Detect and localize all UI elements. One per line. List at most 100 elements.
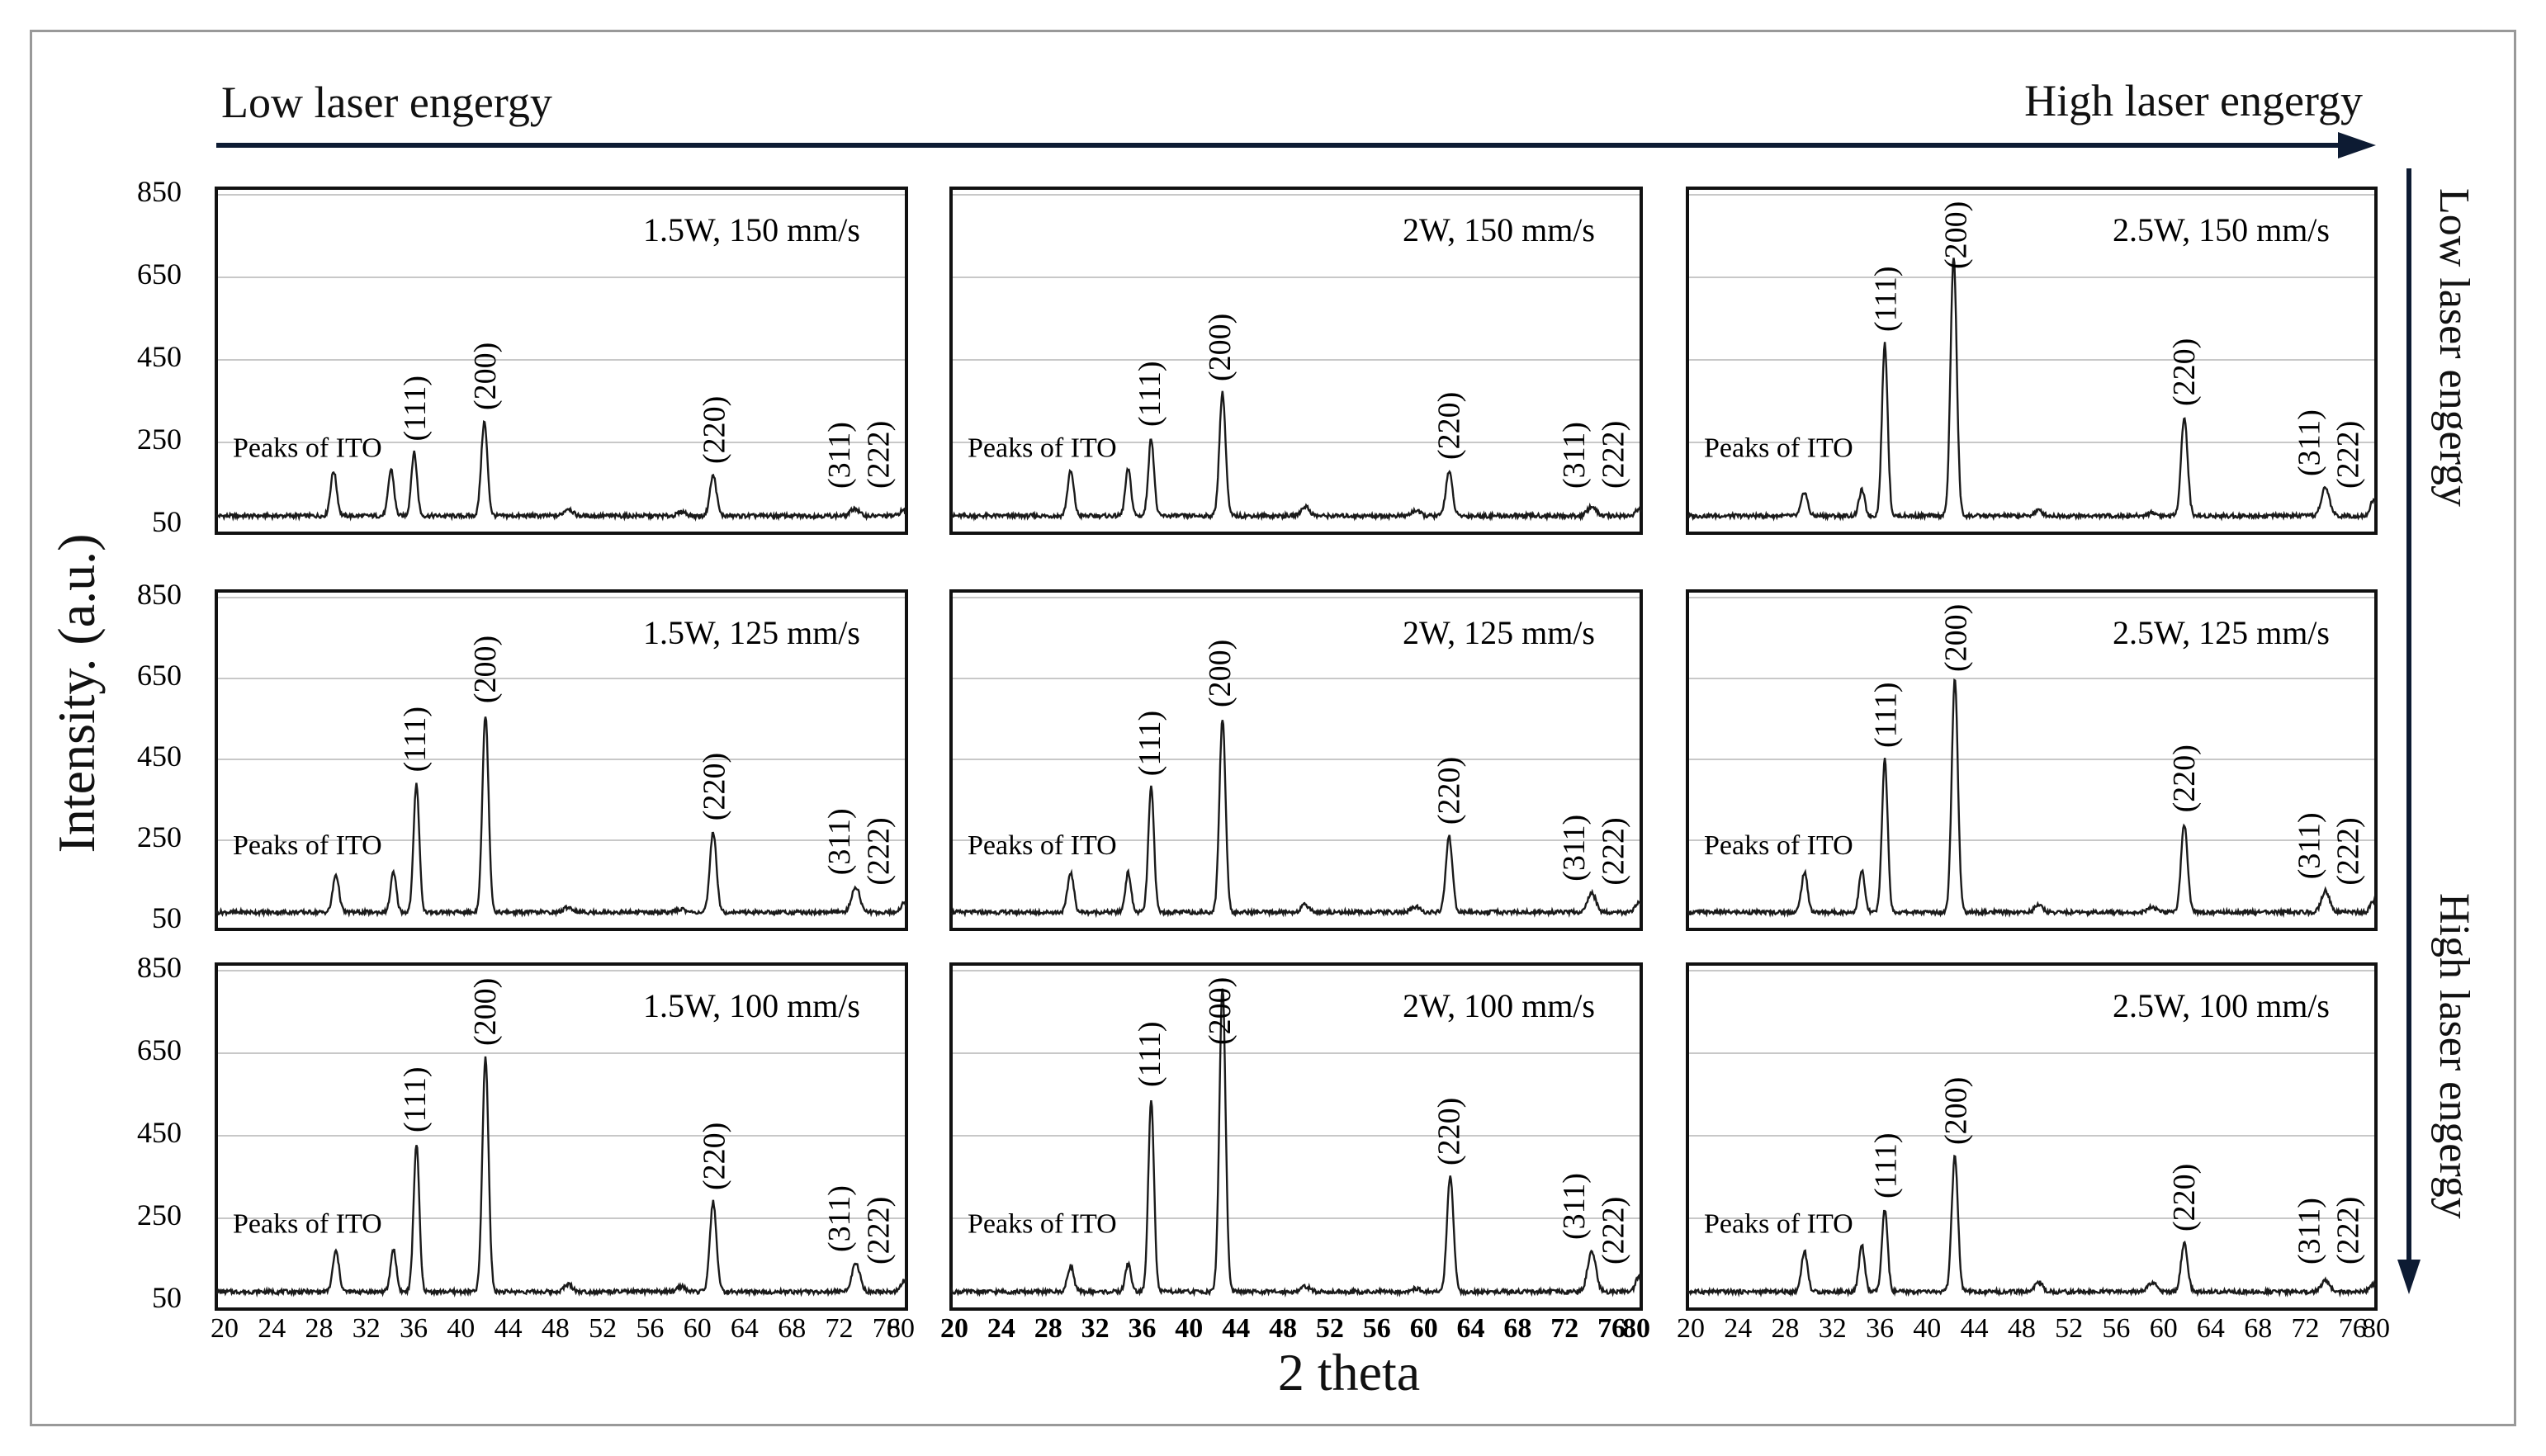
x-tick: 40 — [1913, 1313, 1941, 1344]
x-tick: 64 — [2197, 1313, 2225, 1344]
figure-frame — [30, 30, 2516, 1426]
annotation-hkl-label: (311) — [2292, 812, 2326, 879]
x-tick: 32 — [1081, 1313, 1110, 1344]
y-tick: 850 — [137, 175, 182, 208]
x-tick: 28 — [1034, 1313, 1062, 1344]
x-tick: 20 — [940, 1313, 968, 1344]
annotation-peaks-of-ito: Peaks of ITO — [968, 830, 1117, 861]
x-tick: 44 — [495, 1313, 523, 1344]
panel: 1.5W, 100 mm/s Peaks of ITO (111) (200) (220… — [215, 962, 908, 1311]
y-tick: 50 — [152, 505, 182, 538]
panel: 2.5W, 150 mm/s Peaks of ITO (111) (200) (220… — [1686, 187, 2378, 535]
y-tick: 650 — [137, 1033, 182, 1066]
annotation-hkl-label: (200) — [1938, 1077, 1973, 1145]
annotation-hkl-label: (111) — [398, 707, 433, 773]
annotation-hkl-label: (111) — [1869, 683, 1904, 749]
x-tick: 76 — [1597, 1313, 1626, 1344]
xrd-series-line — [949, 988, 1643, 1298]
annotation-hkl-label: (311) — [1557, 815, 1592, 882]
annotation-hkl-label: (311) — [1557, 422, 1592, 489]
xrd-series-line — [950, 390, 1643, 522]
x-tick: 60 — [2150, 1313, 2178, 1344]
annotation-hkl-label: (220) — [1432, 1098, 1466, 1165]
annotation-hkl-label: (111) — [398, 376, 433, 442]
panel-border — [1686, 962, 2378, 1311]
panel-title: 2.5W, 125 mm/s — [2113, 614, 2330, 651]
panel: 2W, 150 mm/s Peaks of ITO (111) (200) (220) (… — [949, 187, 1643, 535]
xrd-series-line — [1687, 678, 2378, 919]
xrd-series-line — [215, 419, 907, 522]
panel-border — [949, 589, 1643, 931]
x-tick: 48 — [2008, 1313, 2036, 1344]
x-tick: 24 — [987, 1313, 1015, 1344]
annotation-hkl-label: (311) — [1557, 1173, 1592, 1240]
y-tick: 250 — [137, 423, 182, 456]
panel-title: 2.5W, 150 mm/s — [2113, 211, 2330, 248]
x-tick: 36 — [1866, 1313, 1894, 1344]
xrd-series-line — [215, 1056, 908, 1298]
annotation-hkl-label: (111) — [1133, 711, 1167, 777]
x-tick: 56 — [2102, 1313, 2130, 1344]
y-axis-title: Intensity. (a.u.) — [47, 534, 106, 853]
annotation-hkl-label: (200) — [1203, 640, 1238, 707]
x-tick: 68 — [1503, 1313, 1531, 1344]
x-tick: 72 — [2292, 1313, 2320, 1344]
x-tick: 44 — [1961, 1313, 1989, 1344]
x-tick: 20 — [1677, 1313, 1705, 1344]
panel: 1.5W, 125 mm/s Peaks of ITO (111) (200) (220… — [215, 589, 908, 931]
x-tick: 36 — [400, 1313, 428, 1344]
annotation-peaks-of-ito: Peaks of ITO — [233, 433, 382, 464]
annotation-hkl-label: (111) — [398, 1067, 433, 1133]
x-ticks-col-3: 20 24 28 32 36 40 44 48 52 56 60 64 68 7… — [1677, 1313, 2390, 1344]
x-ticks-col-1: 20 24 28 32 36 40 44 48 52 56 60 64 68 7… — [211, 1313, 915, 1344]
annotation-hkl-label: (220) — [1432, 757, 1466, 825]
annotation-hkl-label: (220) — [697, 1123, 731, 1190]
y-tick: 450 — [137, 1116, 182, 1149]
y-tick: 850 — [137, 951, 182, 984]
annotation-hkl-label: (220) — [2167, 338, 2202, 406]
x-tick: 44 — [1222, 1313, 1250, 1344]
x-tick: 72 — [826, 1313, 854, 1344]
x-tick: 76 — [873, 1313, 901, 1344]
annotation-hkl-label: (111) — [1133, 362, 1167, 428]
x-tick: 52 — [589, 1313, 617, 1344]
panel-title: 1.5W, 150 mm/s — [643, 211, 860, 248]
annotation-hkl-label: (111) — [1133, 1022, 1167, 1088]
xrd-series-line — [950, 720, 1642, 919]
x-tick: 28 — [305, 1313, 334, 1344]
annotation-hkl-label: (111) — [1869, 267, 1904, 333]
y-tick: 50 — [152, 1281, 182, 1314]
right-arrow-head — [2397, 1260, 2421, 1294]
annotation-peaks-of-ito: Peaks of ITO — [1704, 1209, 1853, 1240]
annotation-peaks-of-ito: Peaks of ITO — [968, 433, 1117, 464]
x-tick: 60 — [684, 1313, 712, 1344]
annotation-hkl-label: (311) — [822, 422, 857, 489]
x-tick: 56 — [1363, 1313, 1391, 1344]
annotation-hkl-label: (200) — [1938, 201, 1973, 269]
x-tick: 24 — [258, 1313, 286, 1344]
panel-title: 2W, 125 mm/s — [1403, 614, 1595, 651]
x-tick: 32 — [1819, 1313, 1847, 1344]
annotation-hkl-label: (200) — [1938, 604, 1973, 672]
y-tick: 450 — [137, 740, 182, 773]
annotation-hkl-label: (220) — [2167, 745, 2202, 812]
xrd-series-line — [1686, 1154, 2377, 1298]
annotation-hkl-label: (222) — [862, 421, 897, 489]
annotation-hkl-label: (311) — [822, 1185, 857, 1252]
y-tick: 250 — [137, 1198, 182, 1231]
xrd-series-line — [1687, 258, 2378, 522]
annotation-hkl-label: (220) — [697, 753, 731, 820]
panel: 2.5W, 100 mm/s Peaks of ITO (111) (200) (220… — [1686, 962, 2378, 1311]
panel: 2.5W, 125 mm/s Peaks of ITO (111) (200) (220… — [1686, 589, 2378, 931]
x-tick: 28 — [1772, 1313, 1800, 1344]
top-arrow-head — [2338, 132, 2376, 158]
top-arrow-right-label: High laser engergy — [2024, 76, 2363, 125]
annotation-hkl-label: (222) — [2331, 1197, 2366, 1265]
panel-border — [949, 187, 1643, 535]
y-tick: 450 — [137, 340, 182, 373]
x-axis-title: 2 theta — [1278, 1343, 1420, 1402]
x-tick: 72 — [1550, 1313, 1578, 1344]
x-tick: 36 — [1129, 1313, 1157, 1344]
panel: 1.5W, 150 mm/s Peaks of ITO (111) (200) (220… — [215, 187, 908, 535]
annotation-hkl-label: (200) — [1203, 314, 1238, 381]
